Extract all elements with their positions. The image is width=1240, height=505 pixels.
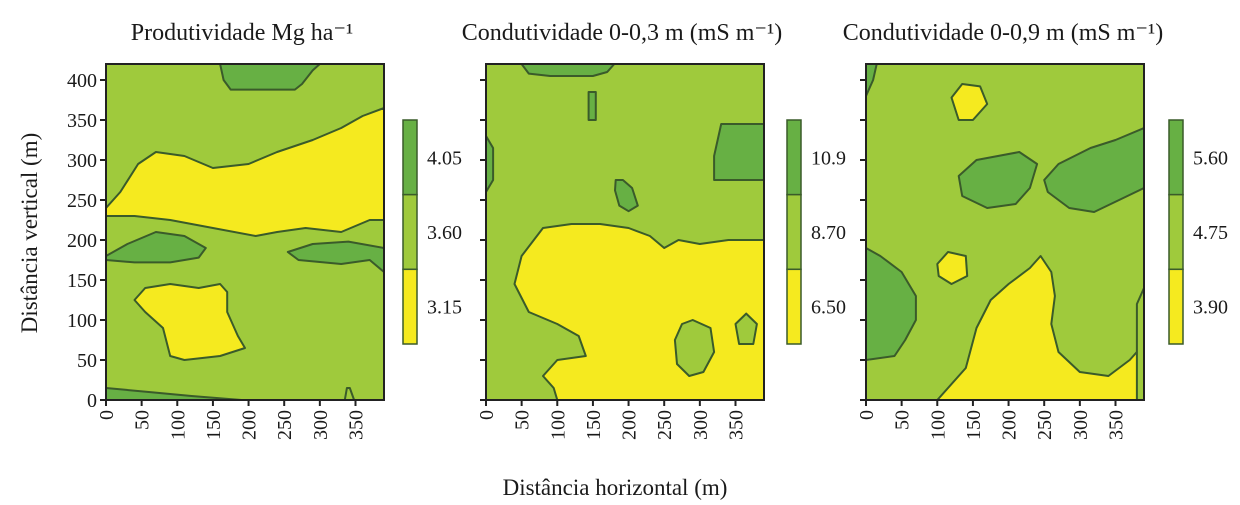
y-axis-label: Distância vertical (m) [17,133,42,334]
colorbar-segment-low [786,268,802,345]
x-tick-label: 250 [1034,410,1056,440]
colorbar-segment-high [1168,119,1184,196]
x-tick-label: 200 [619,410,641,440]
x-tick-label: 150 [963,410,985,440]
plot-frame [865,63,1145,401]
contour-zone-high [587,91,597,121]
y-tick-label: 250 [67,190,97,212]
contour-zone-high [486,135,495,193]
x-tick-label: 50 [132,410,154,430]
contour-zone-high [866,64,878,97]
x-tick-label: 200 [999,410,1021,440]
contour-zone-mid [673,319,716,377]
contour-zone-high [219,64,321,91]
x-tick-label: 50 [892,410,914,430]
x-tick-label: 350 [1105,410,1127,440]
x-tick-label: 50 [512,410,534,430]
contour-zones [866,64,1144,400]
contour-zone-high [614,179,639,213]
contour-zone-low [936,251,969,285]
x-tick-label: 150 [583,410,605,440]
colorbar-label: 5.60 [1193,147,1228,169]
panel-conductivity-0-03: 0 50 100 150 200 250 300 350 10.9 8.70 6.50 [476,63,846,440]
x-tick-label: 0 [476,410,498,420]
contour-zone-high [106,387,243,400]
x-tick-label: 0 [96,410,118,420]
panel-1-title: Produtividade Mg ha⁻¹ [131,20,354,46]
colorbar-segment-high [786,119,802,196]
x-tick-label: 100 [927,410,949,440]
contour-zone-high [106,231,207,264]
contour-zone-high [520,64,616,77]
colorbar-segment-mid [1168,193,1184,271]
x-tick-label: 200 [239,410,261,440]
y-tick-label: 100 [67,310,97,332]
x-tick-label: 350 [725,410,747,440]
panel-3-title: Condutividade 0-0,9 m (mS m⁻¹) [843,20,1164,46]
x-tick-label: 350 [345,410,367,440]
colorbar-label: 10.9 [811,147,846,169]
y-tick-label: 400 [67,70,97,92]
x-tick-label: 100 [167,410,189,440]
y-tick-label: 150 [67,270,97,292]
contour-zone-low [513,223,764,400]
plot-frame [485,63,765,401]
colorbar-segment-low [402,268,418,345]
contour-zones [486,64,764,400]
panel-conductivity-0-09: 0 50 100 150 200 250 300 350 5.60 4.75 3.90 [856,63,1228,440]
x-tick-label: 0 [856,410,878,420]
panel-2-title: Condutividade 0-0,3 m (mS m⁻¹) [462,20,783,46]
colorbar-label: 8.70 [811,222,846,244]
contour-zone-low [950,83,989,121]
colorbar-segment-high [402,119,418,196]
x-tick-label: 300 [310,410,332,440]
colorbar-label: 4.75 [1193,222,1228,244]
x-tick-label: 250 [654,410,676,440]
contour-zone-mid [343,387,356,400]
y-tick-label: 0 [87,390,97,412]
contour-zone-low [133,283,246,361]
colorbar-label: 6.50 [811,297,846,319]
colorbar-label: 3.90 [1193,297,1228,319]
contour-zone-low [936,255,1144,400]
contour-zone-high [957,151,1039,209]
contour-zone-low [106,107,384,237]
y-tick-label: 50 [77,350,97,372]
y-tick-label: 350 [67,110,97,132]
x-tick-label: 150 [203,410,225,440]
colorbar-label: 3.60 [427,222,462,244]
colorbar-label: 4.05 [427,147,462,169]
x-tick-label: 100 [547,410,569,440]
x-tick-label: 300 [1070,410,1092,440]
contour-zone-high [866,247,917,361]
contour-zone-high [713,123,764,181]
colorbar-segment-mid [402,193,418,271]
contour-zone-high [286,240,384,273]
contour-zone-mid [734,312,758,345]
contour-zone-mid [1135,287,1144,400]
y-tick-label: 300 [67,150,97,172]
panel-productivity: 0 50 100 150 200 250 300 350 0 50 100 150 200 250 300 3… [67,63,462,440]
colorbar-segment-mid [786,193,802,271]
x-tick-label: 250 [274,410,296,440]
plot-frame [105,63,385,401]
contour-zone-high [1043,127,1144,213]
x-axis-label: Distância horizontal (m) [503,475,728,500]
colorbar-label: 3.15 [427,297,462,319]
x-tick-label: 300 [690,410,712,440]
colorbar-segment-low [1168,268,1184,345]
contour-zones [106,64,384,400]
y-tick-label: 200 [67,230,97,252]
